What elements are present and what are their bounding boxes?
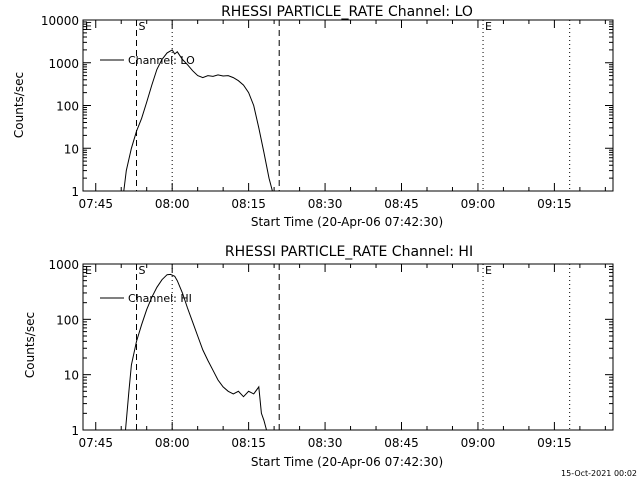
panel-hi-title: RHESSI PARTICLE_RATE Channel: HI: [225, 244, 473, 260]
panel-hi-x-tick-label: 08:45: [384, 436, 419, 450]
panel-lo-marker-label-5: E: [485, 20, 492, 33]
panel-lo-y-tick-label: 1000: [48, 57, 79, 71]
panel-lo-marker-label-1: E: [85, 20, 92, 33]
panel-hi-y-tick-label: 10: [64, 369, 79, 383]
panel-hi-y-axis: 1 10 100 1000: [48, 258, 613, 438]
panel-hi-legend-label: Channel: HI: [128, 292, 192, 305]
panel-lo-x-tick-label: 07:45: [78, 197, 113, 211]
panel-hi-marker-label-2: S: [139, 264, 146, 277]
panel-hi-x-tick-label: 08:30: [308, 436, 343, 450]
panel-hi-x-tick-label: 08:00: [155, 436, 190, 450]
panel-hi: RHESSI PARTICLE_RATE Channel: HI E S E 1 10…: [23, 244, 614, 469]
panel-lo-y-tick-label: 1: [71, 185, 79, 199]
panel-hi-y-axis-title: Counts/sec: [23, 312, 37, 378]
panel-lo-series-line: [123, 49, 273, 192]
panel-lo-x-axis-title: Start Time (20-Apr-06 07:42:30): [251, 215, 443, 229]
panel-lo-legend: Channel: LO: [100, 54, 195, 67]
date-stamp: 15-Oct-2021 00:02: [561, 469, 637, 478]
panel-hi-series-line: [125, 273, 267, 431]
panel-lo-x-tick-label: 09:15: [537, 197, 572, 211]
panel-lo-x-tick-label: 08:15: [231, 197, 266, 211]
panel-lo-y-tick-label: 100: [56, 100, 79, 114]
panel-hi-x-tick-label: 07:45: [78, 436, 113, 450]
panel-lo-x-tick-label: 08:45: [384, 197, 419, 211]
panel-hi-marker-label-1: E: [85, 264, 92, 277]
panel-lo-x-tick-label: 09:00: [461, 197, 496, 211]
panel-hi-x-axis-title: Start Time (20-Apr-06 07:42:30): [251, 455, 443, 469]
panel-hi-y-tick-label: 1: [71, 424, 79, 438]
panel-hi-y-tick-label: 100: [56, 313, 79, 327]
panel-lo: RHESSI PARTICLE_RATE Channel: LO E S E 1 10…: [12, 4, 614, 229]
panel-hi-legend: Channel: HI: [100, 292, 192, 305]
panel-lo-marker-label-2: S: [139, 20, 146, 33]
panel-lo-y-axis-title: Counts/sec: [12, 72, 26, 138]
panel-hi-x-tick-label: 09:00: [461, 436, 496, 450]
panel-lo-x-tick-label: 08:30: [308, 197, 343, 211]
panel-lo-legend-label: Channel: LO: [128, 54, 195, 67]
panel-lo-title: RHESSI PARTICLE_RATE Channel: LO: [221, 4, 473, 20]
panel-hi-marker-label-5: E: [485, 264, 492, 277]
panel-lo-x-tick-label: 08:00: [155, 197, 190, 211]
panel-hi-x-tick-label: 09:15: [537, 436, 572, 450]
panel-lo-y-axis: 1 10 100 1000 10000: [41, 14, 613, 199]
panel-hi-x-axis: 07:45 08:00 08:15 08:30 08:45 09:00 09:15: [78, 264, 606, 450]
panel-hi-x-tick-label: 08:15: [231, 436, 266, 450]
panel-hi-plot-frame: [82, 263, 614, 431]
panel-lo-y-tick-label: 10: [64, 142, 79, 156]
panel-lo-x-axis: 07:45 08:00 08:15 08:30 08:45 09:00 09:15: [78, 20, 606, 211]
panel-hi-y-tick-label: 1000: [48, 258, 79, 272]
panel-lo-y-tick-label: 10000: [41, 14, 79, 28]
panel-lo-plot-frame: [82, 19, 614, 192]
